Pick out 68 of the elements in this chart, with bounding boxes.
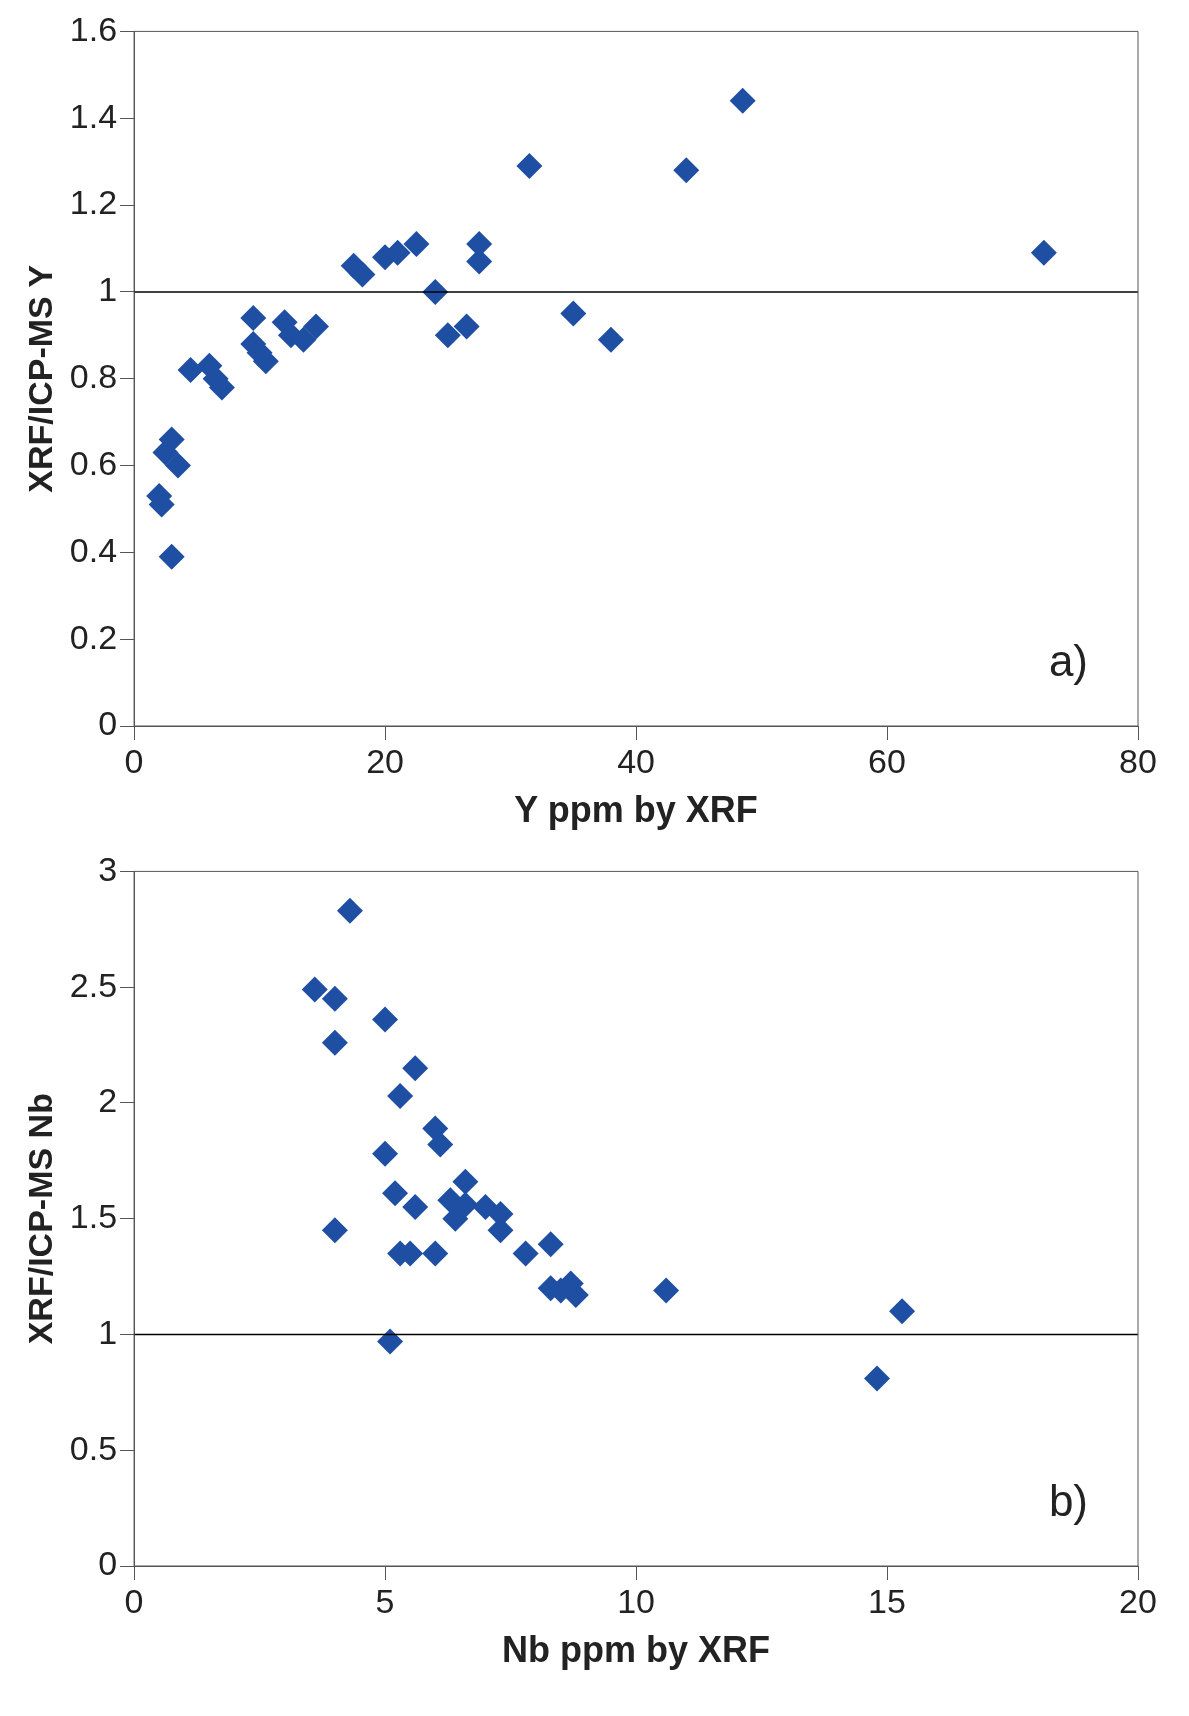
y-tick-label: 0.4 [69, 530, 118, 569]
point [387, 1082, 414, 1109]
point [537, 1231, 564, 1258]
y-tick-label: 3 [98, 849, 118, 888]
x-tick-label: 15 [868, 1581, 906, 1620]
y-tick-label: 2.5 [69, 965, 118, 1004]
point [442, 1205, 469, 1232]
y-tick-label: 1.2 [69, 183, 118, 222]
x-tick-label: 0 [124, 741, 144, 780]
y-tick-label: 0.6 [69, 443, 118, 482]
point [321, 985, 348, 1012]
x-tick-label: 20 [1119, 1581, 1157, 1620]
y-tick-label: 0.8 [69, 357, 118, 396]
point [177, 357, 204, 384]
point [1030, 239, 1057, 266]
point [673, 157, 700, 184]
annotation: b) [1048, 1476, 1088, 1526]
point [427, 1131, 454, 1158]
y-axis-title: XRF/ICP-MS Y [20, 264, 59, 493]
point [889, 1298, 916, 1325]
point [372, 1140, 399, 1167]
y-tick-label: 2 [98, 1081, 118, 1120]
x-axis-title: Y ppm by XRF [514, 789, 758, 831]
point [336, 897, 363, 924]
point [434, 322, 461, 349]
point [516, 152, 543, 179]
y-tick-label: 1.6 [69, 9, 118, 48]
point [512, 1240, 539, 1267]
y-tick-label: 0 [98, 704, 118, 743]
point [321, 1217, 348, 1244]
point [422, 1240, 449, 1267]
point [452, 1168, 479, 1195]
point [403, 231, 430, 258]
annotation: a) [1048, 636, 1088, 686]
point [729, 87, 756, 114]
y-tick-label: 0 [98, 1544, 118, 1583]
point [349, 261, 376, 288]
point [453, 313, 480, 340]
x-tick-label: 40 [617, 741, 655, 780]
point [863, 1365, 890, 1392]
point [321, 1029, 348, 1056]
y-tick-label: 0.2 [69, 617, 118, 656]
point [158, 543, 185, 570]
x-tick-label: 0 [124, 1581, 144, 1620]
y-tick-label: 1.4 [69, 96, 118, 135]
point [653, 1277, 680, 1304]
x-axis-title: Nb ppm by XRF [502, 1629, 771, 1671]
point [382, 1180, 409, 1207]
y-tick-label: 1 [98, 1312, 118, 1351]
y-tick-label: 0.5 [69, 1428, 118, 1467]
y-tick-label: 1.5 [69, 1197, 118, 1236]
point [164, 452, 191, 479]
x-tick-label: 80 [1119, 741, 1157, 780]
point [372, 1006, 399, 1033]
x-tick-label: 5 [375, 1581, 395, 1620]
point [377, 1328, 404, 1355]
point [402, 1194, 429, 1221]
y-tick-label: 1 [98, 270, 118, 309]
point [301, 976, 328, 1003]
point [303, 313, 330, 340]
y-axis-title: XRF/ICP-MS Nb [20, 1093, 59, 1345]
point [560, 300, 587, 327]
x-tick-label: 20 [366, 741, 404, 780]
point [240, 304, 267, 331]
point [402, 1055, 429, 1082]
x-tick-label: 60 [868, 741, 906, 780]
x-tick-label: 10 [617, 1581, 655, 1620]
point [597, 326, 624, 353]
